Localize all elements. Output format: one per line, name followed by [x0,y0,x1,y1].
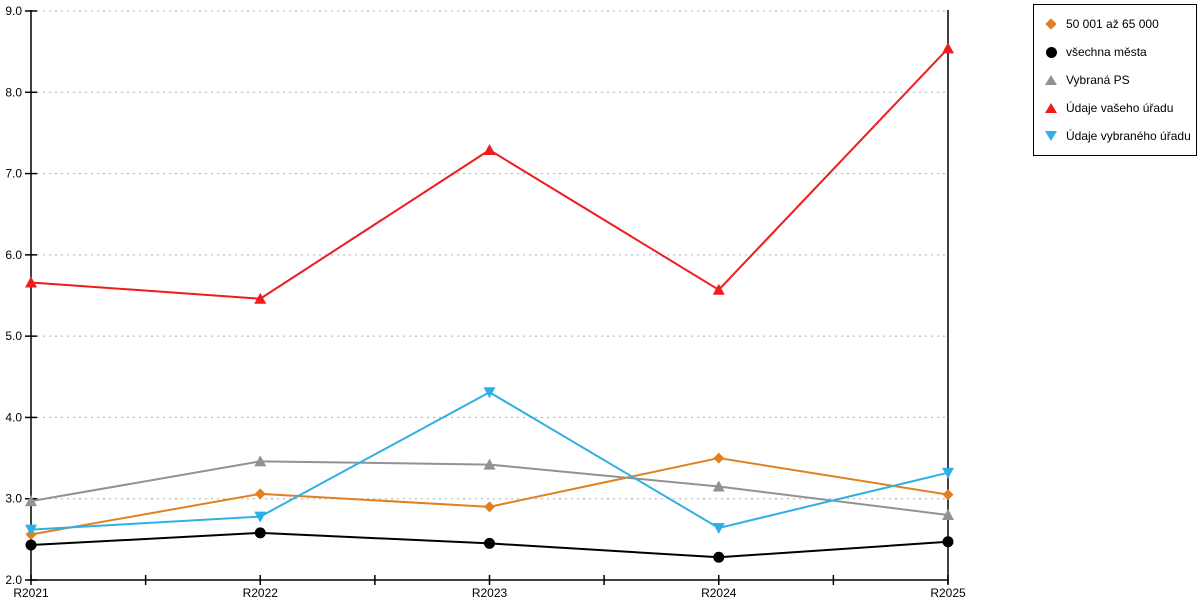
y-tick-label: 8.0 [5,85,22,99]
data-point-marker [25,276,37,288]
series-line [25,387,954,536]
data-point-marker [712,480,725,492]
y-axis-ticks: 2.0 3.0 4.0 5.0 6.0 7.0 8.0 9.0 [5,4,37,587]
x-tick-label: R2021 [13,586,49,600]
y-tick-label: 5.0 [5,329,22,343]
gridlines [31,10,948,500]
legend-item: Údaje vybraného úřadu [1044,122,1191,150]
x-tick-label: R2022 [243,586,279,600]
data-point-marker [483,143,496,155]
data-point-marker [254,488,266,500]
data-point-marker [254,511,267,523]
legend-item: všechna města [1044,38,1186,66]
y-tick-label: 7.0 [5,167,22,181]
series-line [25,455,954,520]
legend-label: Údaje vybraného úřadu [1066,129,1191,143]
data-point-marker [712,283,725,295]
legend-label: všechna města [1066,45,1147,59]
legend-label: Vybraná PS [1066,73,1130,87]
data-point-marker [713,452,725,464]
data-point-marker [942,42,954,54]
triangle-up-marker-icon [1045,75,1057,85]
diamond-marker-icon [1045,18,1057,30]
legend-label: Údaje vašeho úřadu [1066,101,1174,115]
x-tick-label: R2024 [701,586,737,600]
data-point-marker [942,489,954,501]
data-point-marker [25,495,37,507]
x-tick-label: R2023 [472,586,508,600]
data-point-marker [712,522,725,534]
legend: 50 001 až 65 000 všechna města Vybraná P… [1033,4,1197,156]
data-point-marker [942,508,954,520]
series-line [25,452,954,540]
y-tick-label: 4.0 [5,410,22,424]
data-point-marker [483,387,496,399]
y-tick-label: 2.0 [5,573,22,587]
data-point-marker [942,536,954,548]
y-tick-label: 9.0 [5,4,22,18]
series-line [25,527,954,563]
data-point-marker [942,467,954,479]
data-point-marker [254,292,267,304]
circle-marker-icon [1045,46,1057,58]
series-line [25,42,954,304]
x-tick-label: R2025 [930,586,966,600]
data-point-marker [713,551,725,563]
data-point-marker [484,501,495,513]
legend-item: 50 001 až 65 000 [1044,10,1186,38]
data-point-marker [254,527,266,539]
data-point-marker [484,537,495,549]
legend-item: Údaje vašeho úřadu [1044,94,1186,122]
triangle-up-marker-icon [1045,103,1057,113]
data-point-marker [25,539,37,551]
y-tick-label: 3.0 [5,492,22,506]
data-point-marker [25,524,37,536]
x-axis-ticks: R2021 R2022 R2023 R2024 R2025 [13,575,966,600]
data-point-marker [254,455,267,467]
triangle-down-marker-icon [1045,131,1057,141]
legend-label: 50 001 až 65 000 [1066,17,1159,31]
legend-item: Vybraná PS [1044,66,1186,94]
y-tick-label: 6.0 [5,248,22,262]
data-point-marker [483,458,496,470]
